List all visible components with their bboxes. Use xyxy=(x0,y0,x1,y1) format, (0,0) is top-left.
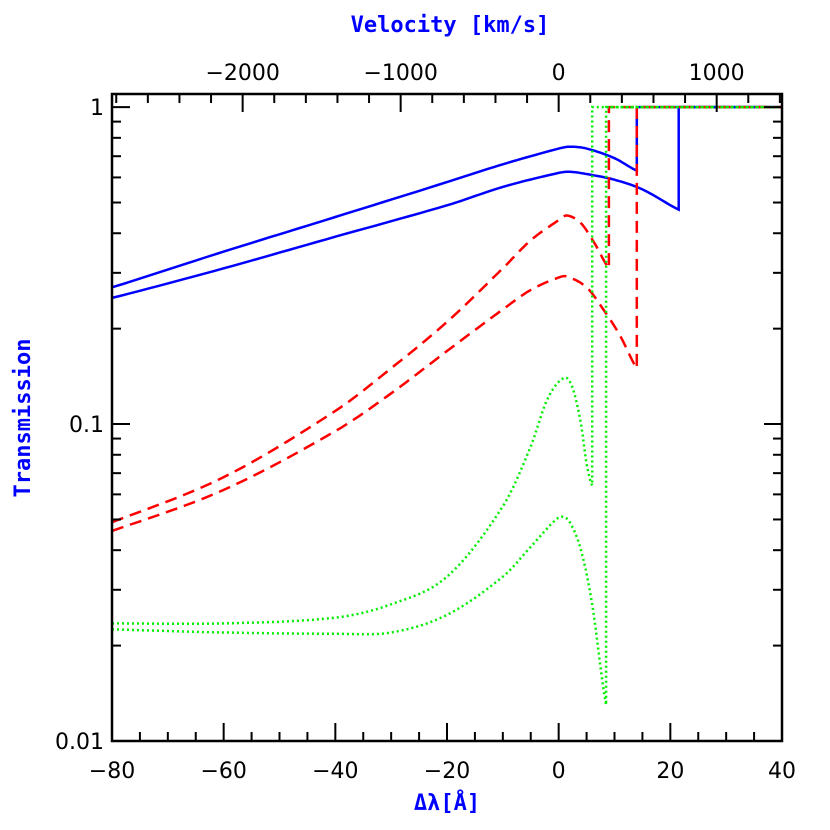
x2-tick-label: −2000 xyxy=(205,61,279,86)
x-tick-label: −40 xyxy=(312,759,358,784)
series-line-6 xyxy=(111,105,782,706)
series-line-3 xyxy=(111,105,782,524)
plot-frame xyxy=(110,92,784,743)
y-tick-label: 1 xyxy=(90,96,104,121)
ticks-group xyxy=(111,94,783,742)
x2-tick-label: 0 xyxy=(552,61,566,86)
x-tick-label: 0 xyxy=(552,759,566,784)
x-tick-label: −20 xyxy=(424,759,470,784)
x-axis-title: Δλ[Å] xyxy=(414,790,480,816)
y-tick-label: 0.01 xyxy=(55,730,104,755)
x-tick-label: 20 xyxy=(656,759,684,784)
series-group xyxy=(111,105,782,706)
x-tick-label: −80 xyxy=(89,759,135,784)
x2-tick-label: 1000 xyxy=(689,61,745,86)
series-line-2 xyxy=(111,105,782,300)
series-line-5 xyxy=(112,105,782,626)
y-axis-title: Transmission xyxy=(11,339,36,498)
x2-axis-title: Velocity [km/s] xyxy=(351,13,550,38)
x-tick-label: −60 xyxy=(200,759,246,784)
tick-labels-group: −80 −60 −40 −20 0 20 40 −2000 −1000 0 1000 0.01 0.1 1 xyxy=(55,61,796,784)
series-line-1 xyxy=(111,105,782,289)
x2-tick-label: −1000 xyxy=(363,61,437,86)
y-tick-label: 0.1 xyxy=(69,413,104,438)
series-line-4 xyxy=(111,105,782,533)
x-tick-label: 40 xyxy=(768,759,796,784)
